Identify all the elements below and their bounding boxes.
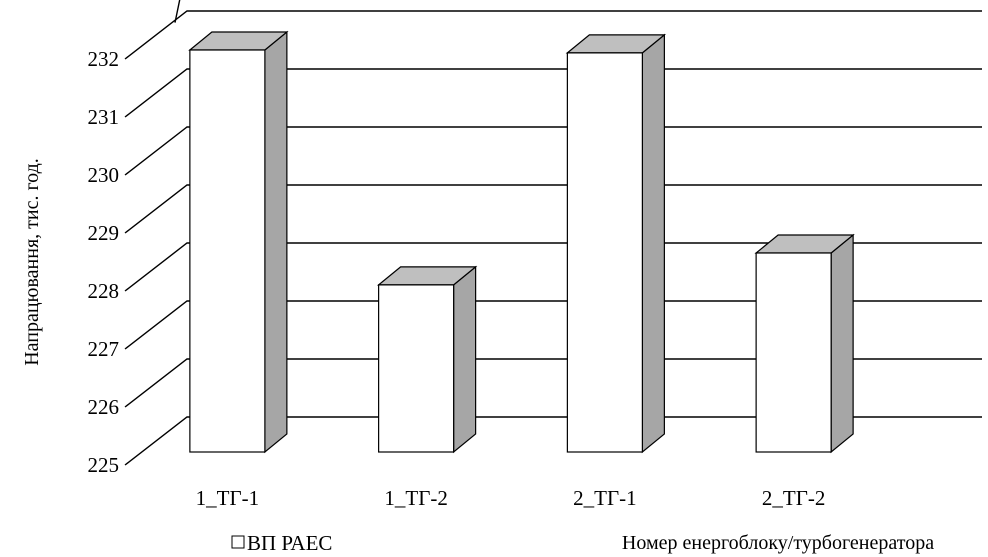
bar-side xyxy=(641,33,665,454)
bar-side xyxy=(830,233,854,454)
y-tick-label: 228 xyxy=(88,279,120,303)
gridline xyxy=(174,0,181,23)
legend-swatch xyxy=(231,535,245,549)
y-axis-title: Напрацювання, тис. год. xyxy=(21,158,43,366)
x-category-label: 1_ТГ-2 xyxy=(384,486,447,510)
bar xyxy=(188,30,289,454)
gridline xyxy=(124,126,982,176)
y-tick-label: 232 xyxy=(88,47,120,71)
gridlines xyxy=(124,0,982,466)
y-tick-label: 225 xyxy=(88,453,120,477)
y-tick-label: 226 xyxy=(88,395,120,419)
x-category-label: 2_ТГ-2 xyxy=(762,486,825,510)
gridline xyxy=(124,10,982,60)
x-axis-title: Номер енергоблоку/турбогенератора xyxy=(622,532,934,554)
y-tick-label: 230 xyxy=(88,163,120,187)
bar-side xyxy=(264,30,288,454)
y-tick-label: 229 xyxy=(88,221,120,245)
legend-label: ВП РАЕС xyxy=(247,531,332,555)
gridline xyxy=(124,68,982,118)
bar-front xyxy=(378,284,455,453)
x-category-label: 1_ТГ-1 xyxy=(196,486,259,510)
bar-front xyxy=(189,49,266,453)
bar xyxy=(565,33,667,454)
y-tick-label: 227 xyxy=(88,337,120,361)
bar xyxy=(754,233,855,454)
gridline xyxy=(124,242,982,292)
bar-front xyxy=(566,52,643,453)
gridline xyxy=(124,416,982,466)
legend: ВП РАЕС xyxy=(231,531,332,555)
bar-side xyxy=(453,265,477,454)
x-axis-categories: 1_ТГ-1 1_ТГ-2 2_ТГ-1 2_ТГ-2 xyxy=(196,486,826,510)
gridline xyxy=(124,184,982,234)
x-category-label: 2_ТГ-1 xyxy=(573,486,636,510)
gridline xyxy=(124,300,982,350)
bar xyxy=(376,265,478,454)
y-tick-label: 231 xyxy=(88,105,120,129)
y-axis-ticks: 225 226 227 228 229 230 231 232 xyxy=(88,47,120,477)
bars xyxy=(188,30,855,454)
gridline xyxy=(124,358,982,408)
bar-front xyxy=(755,252,832,453)
